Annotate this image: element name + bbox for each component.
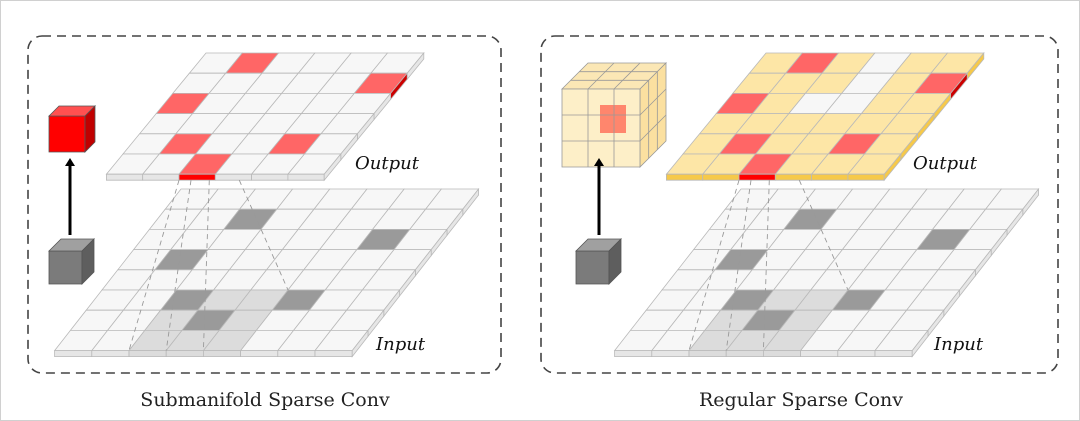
grid-front-face (142, 173, 180, 181)
cube-front (48, 115, 86, 153)
output-grid (105, 51, 425, 182)
grid-front-face (688, 350, 727, 358)
grid-front-face (651, 350, 690, 358)
up-arrow-icon (594, 158, 604, 235)
projection-line (202, 180, 210, 351)
panel-border (27, 35, 502, 374)
grid-front-face (165, 350, 204, 358)
output-label: Output (355, 153, 420, 174)
cube-front (575, 250, 610, 285)
projection-line (238, 180, 289, 291)
regular-panel: Regular Sparse Conv Output Input (540, 35, 1059, 411)
yellow-3x3x3-cube-icon (561, 62, 667, 168)
projection-lines (128, 180, 289, 351)
grid-side-face (351, 329, 369, 358)
cube-side (608, 238, 622, 285)
projection-lines (688, 180, 849, 351)
projection-line (798, 180, 849, 291)
grid-front-face (287, 173, 325, 181)
grid-front-face (106, 173, 144, 181)
arrow-head (65, 158, 75, 166)
grid-front-face (240, 350, 279, 358)
panel-caption: Submanifold Sparse Conv (140, 389, 390, 411)
projection-line (128, 180, 180, 351)
grid-front-face (666, 173, 704, 181)
input-label: Input (933, 334, 984, 355)
grid-front-face (277, 350, 316, 358)
input-grid (613, 187, 1040, 358)
cube-grid-line (587, 62, 615, 90)
projection-line (688, 180, 740, 351)
grid-front-face (837, 350, 876, 358)
cube-front (48, 250, 83, 285)
grid-side-face (883, 152, 902, 182)
grid-front-face (725, 350, 764, 358)
output-label: Output (913, 153, 978, 174)
output-grid (665, 51, 985, 182)
panel-caption: Regular Sparse Conv (699, 389, 903, 411)
grid-front-face (738, 173, 776, 181)
grid-front-face (314, 350, 353, 358)
projection-line (725, 180, 752, 351)
submanifold-panel: Submanifold Sparse Conv Output Input (27, 35, 502, 411)
grid-front-face (811, 173, 849, 181)
grid-front-face (214, 173, 253, 181)
cube-side (81, 238, 95, 285)
cube-grid-line (613, 62, 641, 90)
grid-front-face (763, 350, 801, 358)
red-cube-icon (48, 105, 96, 153)
projection-line (165, 180, 192, 351)
up-arrow-icon (65, 158, 75, 235)
cube-center-voxel (600, 105, 626, 133)
grid-front-face (54, 350, 93, 358)
gray-cube-icon (48, 238, 95, 285)
cube-side (84, 105, 96, 153)
grid-front-face (91, 350, 130, 358)
cube-grid-line (639, 88, 667, 116)
grid-front-face (251, 173, 289, 181)
grid-front-face (128, 350, 167, 358)
grid-front-face (774, 173, 812, 181)
arrow-head (594, 158, 604, 166)
gray-cube-icon (575, 238, 622, 285)
grid-front-face (614, 350, 653, 358)
panel-border (540, 35, 1059, 374)
input-grid (53, 187, 480, 358)
grid-front-face (800, 350, 839, 358)
grid-side-face (911, 329, 929, 358)
cube-grid-line (639, 114, 667, 142)
grid-front-face (847, 173, 885, 181)
grid-front-face (202, 350, 242, 358)
input-label: Input (375, 334, 426, 355)
grid-front-face (874, 350, 913, 358)
grid-front-face (178, 173, 216, 181)
grid-front-face (702, 173, 740, 181)
grid-side-face (323, 152, 342, 182)
projection-line (762, 180, 770, 351)
